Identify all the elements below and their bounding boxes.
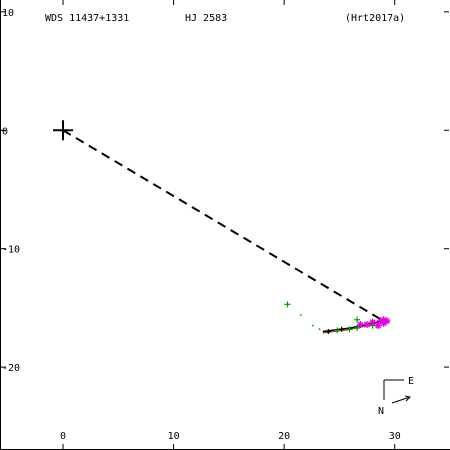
discoverer-label: HJ 2583	[185, 13, 227, 24]
y-tick-label-3: -20	[2, 363, 20, 374]
origin-link	[62, 129, 382, 321]
magenta-point-1	[363, 320, 371, 328]
x-tick-label-1: 10	[168, 431, 180, 442]
compass-east-label: E	[408, 376, 414, 387]
residual-dot-1	[299, 314, 302, 316]
compass: E N	[378, 376, 414, 417]
x-tick-label-0: 0	[60, 431, 66, 442]
primary-star	[53, 120, 74, 141]
compass-arrow-head	[404, 395, 412, 402]
y-tick-label-1: 0	[2, 126, 8, 137]
x-tick-label-3: 30	[389, 431, 401, 442]
y-tick-label-0: 10	[2, 8, 14, 19]
magenta-point-2	[369, 318, 377, 326]
green-point-0	[284, 301, 291, 308]
green-point-3	[354, 325, 361, 332]
black-point-0	[325, 329, 331, 335]
green-point-1	[334, 327, 341, 334]
x-tick-label-2: 20	[278, 431, 290, 442]
magenta-point-0	[356, 320, 364, 328]
origin-link-line	[62, 129, 382, 321]
residual-dot-3	[318, 328, 321, 331]
tick-labels: 0 10 20 30 10 0 -10 -20	[2, 8, 401, 442]
wds-id-label: WDS 11437+1331	[45, 13, 129, 24]
magenta-point-7	[380, 319, 388, 327]
reference-label: (Hrt2017a)	[345, 13, 405, 24]
residual-dot-2	[311, 324, 314, 327]
y-tick-label-2: -10	[2, 245, 20, 256]
green-point-4	[354, 316, 361, 323]
green-point-2	[346, 326, 353, 333]
magenta-point-6	[383, 317, 391, 325]
measurement-points	[284, 301, 391, 335]
black-point-1	[339, 326, 345, 332]
compass-north-label: N	[378, 406, 384, 417]
compass-arrow-shaft	[391, 396, 411, 404]
